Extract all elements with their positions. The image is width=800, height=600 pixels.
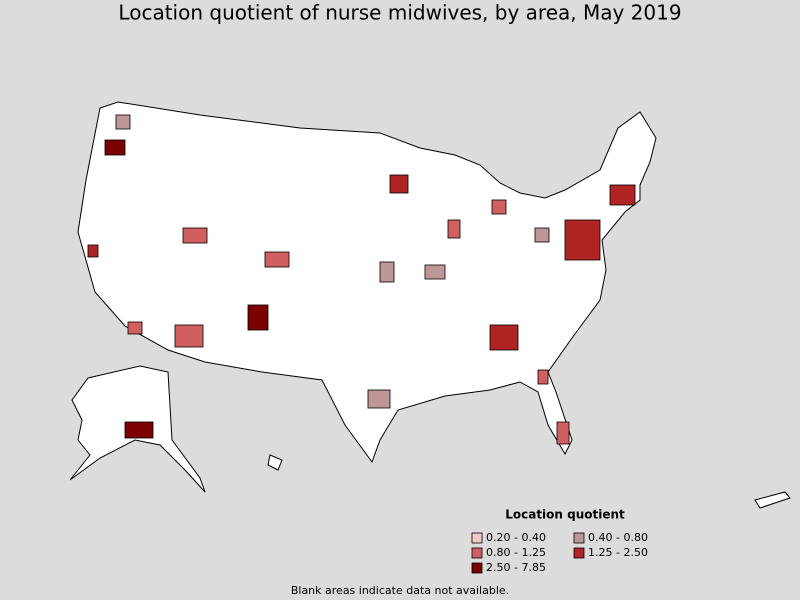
legend-label: 0.40 - 0.80 [588,531,648,544]
map-title: Location quotient of nurse midwives, by … [118,1,681,25]
area [115,114,131,130]
area [104,139,126,156]
map [69,101,791,509]
legend-swatch [573,532,585,544]
area [447,219,461,239]
legend-swatch [471,562,483,574]
legend-label: 2.50 - 7.85 [486,561,546,574]
legend: 0.20 - 0.40 0.40 - 0.80 0.80 - 1.25 1.25 - … [471,531,648,574]
legend-title: Location quotient [505,508,625,522]
legend-swatch [573,547,585,559]
hawaii [754,491,791,509]
contiguous-us [77,101,657,464]
area [127,321,143,335]
area [609,184,636,206]
legend-swatch [471,547,483,559]
legend-label: 0.20 - 0.40 [486,531,546,544]
legend-label: 1.25 - 2.50 [588,546,648,559]
area [491,199,507,215]
area [182,227,208,244]
area [174,324,204,348]
area [564,219,601,261]
area [87,244,99,258]
area [389,174,409,194]
area [264,251,290,268]
footnote: Blank areas indicate data not available. [291,584,509,597]
area [367,389,391,409]
area [537,369,549,385]
area [379,261,395,283]
area [247,304,269,331]
highlighted-areas [87,114,636,445]
area [489,324,519,351]
area [124,421,154,439]
area [534,227,550,243]
hawaii [267,454,283,471]
area [424,264,446,280]
area [556,421,570,445]
legend-swatch [471,532,483,544]
legend-label: 0.80 - 1.25 [486,546,546,559]
